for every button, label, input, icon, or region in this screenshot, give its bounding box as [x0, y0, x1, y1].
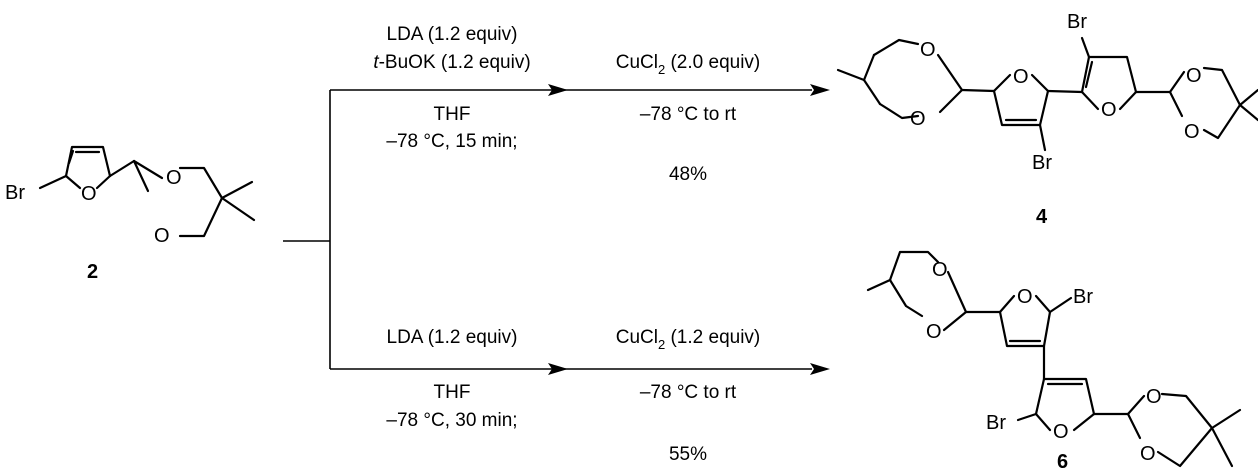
product-4-bonds [836, 36, 1258, 152]
p4-br-top: Br [1067, 11, 1087, 33]
compound-label-6: 6 [1057, 451, 1068, 470]
top-yield: 48% [669, 164, 707, 185]
start-ring-oxygen: O [81, 183, 97, 205]
p4-oxygen-3: O [1186, 65, 1202, 87]
p6-oxygen-3: O [1146, 386, 1162, 408]
top-reagent-tbuok: t-BuOK (1.2 equiv) [373, 52, 530, 73]
bottom-arrow-step2 [565, 363, 830, 375]
cucl-subscript: 2 [658, 62, 665, 77]
branch-lines [283, 90, 331, 369]
p6-oxygen-1: O [932, 259, 948, 281]
start-dioxane-oxygen-a: O [166, 167, 182, 189]
top-step2-conditions: –78 °C to rt [640, 104, 737, 125]
p6-oxygen-4: O [1140, 443, 1156, 465]
p4-oxygen-2: O [910, 108, 926, 130]
p4-oxygen-4: O [1184, 121, 1200, 143]
top-route: LDA (1.2 equiv) t-BuOK (1.2 equiv) THF –… [330, 24, 830, 185]
product-4: O O O O O O Br Br 4 [836, 11, 1258, 228]
top-reagent-cucl2: CuCl2 (2.0 equiv) [616, 52, 761, 77]
top-solvent: THF [434, 104, 471, 125]
p4-br-bottom: Br [1032, 152, 1052, 174]
bottom-solvent: THF [434, 382, 471, 403]
p6-ring-oxygen-1: O [1017, 286, 1033, 308]
p4-ring-oxygen-1: O [1013, 66, 1029, 88]
bottom-step1-conditions: –78 °C, 30 min; [386, 410, 517, 431]
p4-oxygen-1: O [920, 39, 936, 61]
bottom-reagent-cucl2: CuCl2 (1.2 equiv) [616, 327, 761, 352]
top-arrow-step1 [330, 84, 568, 96]
bottom-yield: 55% [669, 444, 707, 465]
p6-br-lower: Br [986, 412, 1006, 434]
cucl-subscript: 2 [658, 337, 665, 352]
start-dioxane-oxygen-b: O [154, 225, 170, 247]
start-bonds [38, 145, 256, 238]
tbuok-rest: -BuOK (1.2 equiv) [379, 52, 531, 73]
compound-label-4: 4 [1036, 206, 1048, 228]
p6-br-upper: Br [1073, 286, 1093, 308]
compound-label-2: 2 [87, 261, 98, 283]
cucl-equiv: (1.2 equiv) [665, 327, 760, 348]
product-6-bonds [866, 250, 1242, 468]
top-arrow-step2 [565, 84, 830, 96]
top-reagent-lda: LDA (1.2 equiv) [387, 24, 518, 45]
p6-ring-oxygen-2: O [1053, 421, 1069, 443]
bottom-reagent-lda: LDA (1.2 equiv) [387, 327, 518, 348]
bottom-arrow-step1 [330, 363, 568, 375]
cucl-text: CuCl [616, 52, 658, 73]
cucl-text: CuCl [616, 327, 658, 348]
p4-ring-oxygen-2: O [1101, 99, 1117, 121]
start-br-atom: Br [5, 182, 25, 204]
top-step1-conditions: –78 °C, 15 min; [386, 131, 517, 152]
bottom-step2-conditions: –78 °C to rt [640, 382, 737, 403]
product-6: O O O Br Br O O O 6 [866, 250, 1242, 470]
starting-material-2: Br O O O 2 [5, 145, 256, 283]
tbuok-italic-prefix: t [373, 52, 379, 73]
cucl-equiv: (2.0 equiv) [665, 52, 760, 73]
bottom-route: LDA (1.2 equiv) THF –78 °C, 30 min; CuCl… [330, 327, 830, 465]
p6-oxygen-2: O [926, 321, 942, 343]
